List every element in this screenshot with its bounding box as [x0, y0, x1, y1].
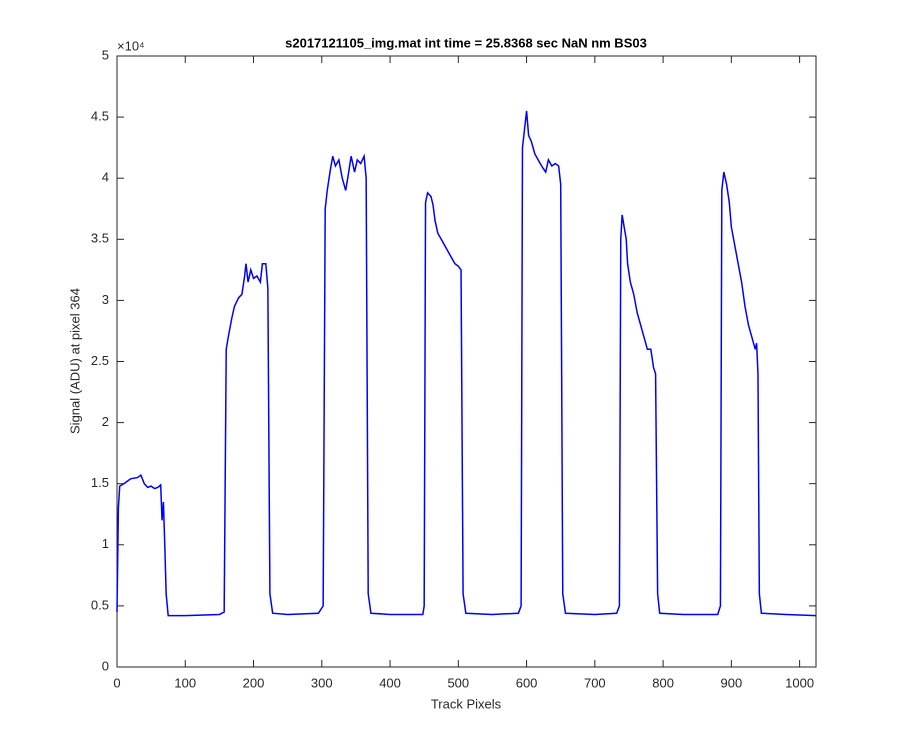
plot-box [116, 55, 817, 668]
x-tick-label: 800 [652, 675, 674, 690]
y-tick-label: 3 [102, 292, 109, 307]
y-tick-label: 2 [102, 414, 109, 429]
y-tick-label: 5 [102, 47, 109, 62]
chart-title: s2017121105_img.mat int time = 25.8368 s… [285, 35, 647, 50]
y-tick-label: 0 [102, 658, 109, 673]
y-tick-label: 0.5 [91, 597, 109, 612]
y-tick-label: 4 [102, 170, 109, 185]
x-tick-label: 700 [584, 675, 606, 690]
x-axis-label: Track Pixels [431, 696, 502, 711]
x-tick-label: 200 [243, 675, 265, 690]
y-tick-label: 1.5 [91, 475, 109, 490]
y-tick-label: 3.5 [91, 231, 109, 246]
x-tick-label: 100 [174, 675, 196, 690]
x-tick-label: 1000 [785, 675, 814, 690]
x-tick-label: 600 [516, 675, 538, 690]
x-tick-label: 900 [721, 675, 743, 690]
y-tick-label: 2.5 [91, 353, 109, 368]
x-tick-label: 500 [447, 675, 469, 690]
y-tick-label: 1 [102, 536, 109, 551]
y-axis-label: Signal (ADU) at pixel 364 [67, 288, 82, 434]
x-tick-label: 400 [379, 675, 401, 690]
data-line [116, 110, 817, 617]
x-tick-label: 300 [311, 675, 333, 690]
x-tick-label: 0 [113, 675, 120, 690]
y-exponent-label: ×10⁴ [117, 38, 145, 53]
y-tick-label: 4.5 [91, 109, 109, 124]
